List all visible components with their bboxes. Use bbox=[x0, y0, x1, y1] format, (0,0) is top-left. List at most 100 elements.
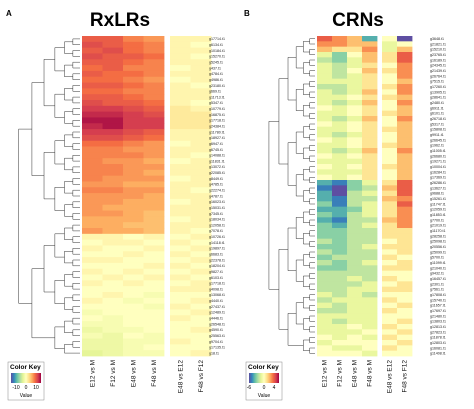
panel-a-heatmap bbox=[82, 36, 212, 357]
heatmap-cell bbox=[347, 308, 363, 314]
dendrogram-branch bbox=[295, 131, 304, 154]
heatmap-cell bbox=[123, 326, 144, 334]
heatmap-cell bbox=[82, 76, 103, 83]
heatmap-cell bbox=[123, 274, 144, 281]
heatmap-cell bbox=[82, 204, 103, 211]
heatmap-cell bbox=[382, 84, 398, 90]
row-label: g26718.t1 bbox=[430, 117, 446, 121]
heatmap-cell bbox=[362, 132, 378, 138]
heatmap-cell bbox=[123, 105, 144, 113]
dendrogram-branch bbox=[43, 245, 55, 293]
heatmap-cell bbox=[123, 76, 144, 83]
heatmap-cell bbox=[123, 59, 144, 66]
heatmap-cell bbox=[347, 62, 363, 69]
heatmap-cell bbox=[143, 100, 165, 107]
row-label: g11878.t1 bbox=[430, 336, 446, 340]
heatmap-cell bbox=[347, 270, 363, 277]
dendrogram-branch bbox=[295, 302, 304, 325]
heatmap-cell bbox=[123, 70, 144, 78]
heatmap-cell bbox=[170, 193, 191, 200]
dendrogram-branch bbox=[64, 134, 73, 147]
heatmap-cell bbox=[362, 68, 378, 74]
row-label: g11005.t1 bbox=[430, 149, 446, 153]
heatmap-cell bbox=[382, 169, 398, 176]
heatmap-cell bbox=[382, 121, 398, 128]
heatmap-cell bbox=[170, 181, 191, 188]
heatmap-cell bbox=[347, 57, 363, 64]
heatmap-cell bbox=[362, 196, 378, 202]
heatmap-cell bbox=[190, 321, 212, 328]
row-label: g13905.t1 bbox=[430, 90, 446, 94]
heatmap-cell bbox=[143, 222, 165, 229]
heatmap-cell bbox=[347, 201, 363, 208]
heatmap-cell bbox=[82, 105, 103, 113]
heatmap-cell bbox=[170, 140, 191, 147]
dendrogram-branch bbox=[309, 262, 315, 269]
dendrogram-branch bbox=[72, 213, 80, 220]
dendrogram-branch bbox=[18, 128, 32, 304]
dendrogram-branch bbox=[309, 145, 315, 151]
heatmap-cell bbox=[190, 309, 212, 316]
row-label: g12489.t1 bbox=[209, 311, 225, 315]
heatmap-cell bbox=[143, 105, 165, 113]
heatmap-cell bbox=[317, 313, 333, 320]
heatmap-cell bbox=[82, 222, 103, 229]
heatmap-cell bbox=[143, 47, 165, 54]
heatmap-cell bbox=[347, 297, 363, 304]
heatmap-cell bbox=[397, 329, 413, 336]
heatmap-cell bbox=[397, 318, 413, 325]
heatmap-cell bbox=[347, 276, 363, 282]
heatmap-cell bbox=[347, 254, 363, 261]
heatmap-cell bbox=[82, 315, 103, 322]
heatmap-cell bbox=[332, 190, 348, 197]
heatmap-cell bbox=[123, 123, 144, 130]
heatmap-cell bbox=[332, 164, 348, 170]
row-label: g12813.t1 bbox=[430, 325, 446, 329]
heatmap-cell bbox=[170, 146, 191, 153]
dendrogram-branch bbox=[303, 233, 310, 245]
heatmap-cell bbox=[382, 126, 398, 133]
heatmap-cell bbox=[317, 89, 333, 96]
dendrogram-branch bbox=[309, 273, 315, 279]
heatmap-cell bbox=[82, 344, 103, 351]
color-key-tick: -6 bbox=[247, 385, 252, 391]
heatmap-cell bbox=[82, 210, 103, 217]
dendrogram-branch bbox=[64, 204, 73, 217]
heatmap-cell bbox=[362, 276, 378, 282]
dendrogram-branch bbox=[309, 166, 315, 173]
heatmap-cell bbox=[382, 174, 398, 181]
heatmap-cell bbox=[82, 65, 103, 72]
heatmap-cell bbox=[317, 164, 333, 170]
row-label: g21439.t1 bbox=[430, 69, 446, 73]
heatmap-cell bbox=[190, 47, 212, 54]
heatmap-cell bbox=[382, 233, 398, 240]
heatmap-cell bbox=[143, 204, 165, 211]
heatmap-cell bbox=[102, 198, 124, 206]
heatmap-cell bbox=[190, 94, 212, 101]
heatmap-cell bbox=[362, 254, 378, 261]
color-key-tick: -10 bbox=[12, 385, 19, 391]
heatmap-cell bbox=[347, 36, 363, 42]
row-label: g24345.t1 bbox=[430, 64, 446, 68]
heatmap-cell bbox=[362, 201, 378, 208]
dendrogram-branch bbox=[309, 177, 315, 183]
dendrogram-branch bbox=[309, 81, 315, 87]
heatmap-cell bbox=[190, 280, 212, 287]
heatmap-cell bbox=[170, 309, 191, 316]
row-label: g9911.t1 bbox=[430, 133, 444, 137]
row-label: g7078.t1 bbox=[209, 229, 223, 233]
heatmap-cell bbox=[143, 193, 165, 200]
row-label: g17808.t1 bbox=[430, 293, 446, 297]
heatmap-cell bbox=[332, 270, 348, 277]
heatmap-cell bbox=[143, 274, 165, 281]
heatmap-cell bbox=[170, 274, 191, 281]
dendrogram-branch bbox=[72, 259, 80, 267]
heatmap-cell bbox=[102, 100, 124, 107]
heatmap-cell bbox=[362, 46, 378, 53]
heatmap-cell bbox=[170, 198, 191, 206]
row-label: g4787.t1 bbox=[209, 194, 223, 198]
heatmap-cell bbox=[190, 251, 212, 258]
row-label: g18204.t1 bbox=[209, 264, 225, 268]
heatmap-cell bbox=[102, 146, 124, 153]
heatmap-cell bbox=[332, 158, 348, 165]
